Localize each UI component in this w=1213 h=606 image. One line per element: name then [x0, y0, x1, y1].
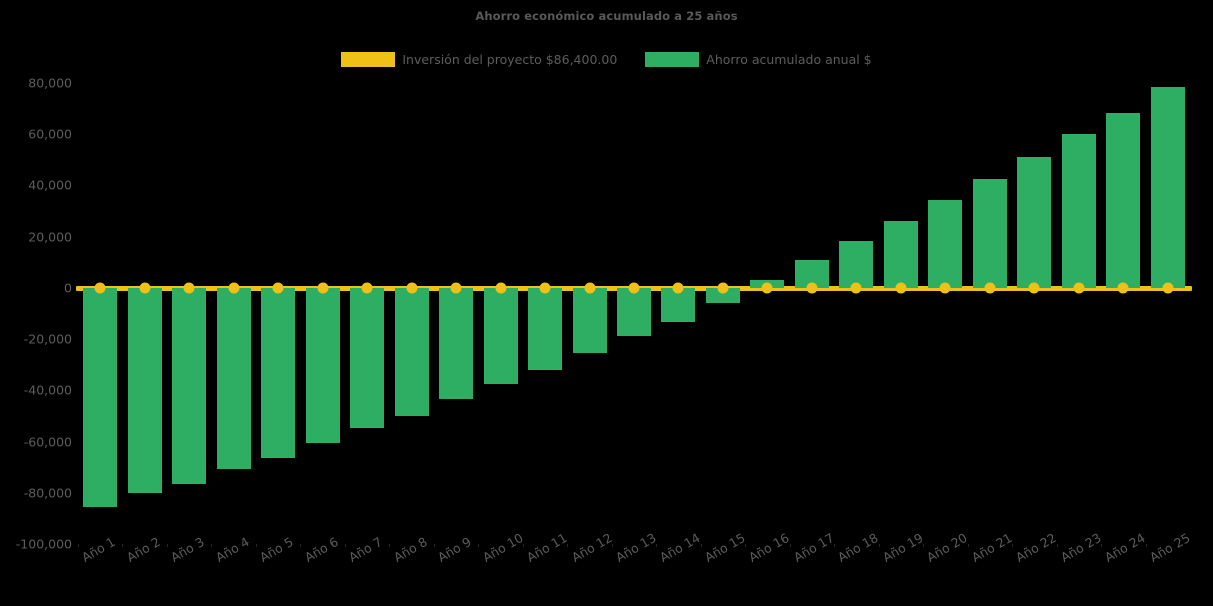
- investment-marker[interactable]: [1073, 282, 1085, 294]
- bar-savings[interactable]: [572, 287, 607, 354]
- x-axis-minor-tick: [255, 544, 257, 547]
- x-axis-minor-tick: [789, 544, 791, 547]
- bar-savings[interactable]: [928, 199, 963, 288]
- bar-savings[interactable]: [439, 287, 474, 399]
- y-axis-tick-label: 80,000: [28, 75, 72, 91]
- x-axis-minor-tick: [878, 544, 880, 547]
- page-title: Ahorro económico acumulado a 25 años: [475, 9, 738, 23]
- legend-label-savings: Ahorro acumulado anual $: [706, 52, 872, 67]
- y-axis-tick-label: 40,000: [28, 177, 72, 193]
- chart-legend: Inversión del proyecto $86,400.00 Ahorro…: [0, 52, 1213, 67]
- bar-savings[interactable]: [172, 287, 207, 484]
- legend-item-investment[interactable]: Inversión del proyecto $86,400.00: [341, 52, 617, 67]
- investment-marker[interactable]: [228, 282, 240, 294]
- investment-marker[interactable]: [495, 282, 507, 294]
- x-axis-minor-tick: [611, 544, 613, 547]
- x-axis-minor-tick: [834, 544, 836, 547]
- bar-savings[interactable]: [972, 179, 1007, 288]
- y-axis-tick-label: -80,000: [23, 485, 72, 501]
- x-axis-minor-tick: [1101, 544, 1103, 547]
- bar-savings[interactable]: [394, 287, 429, 416]
- investment-marker[interactable]: [984, 282, 996, 294]
- bar-savings[interactable]: [661, 287, 696, 322]
- investment-marker[interactable]: [717, 282, 729, 294]
- y-axis-tick-label: 60,000: [28, 126, 72, 142]
- x-axis-minor-tick: [122, 544, 124, 547]
- bar-savings[interactable]: [1150, 87, 1185, 288]
- x-axis-minor-tick: [656, 544, 658, 547]
- y-axis-tick-label: -100,000: [15, 536, 72, 552]
- bar-savings[interactable]: [305, 287, 340, 443]
- x-axis-minor-tick: [522, 544, 524, 547]
- x-axis-minor-tick: [1145, 544, 1147, 547]
- y-axis: 80,000 60,000 40,000 20,000 0 -20,000 -40,000 -…: [0, 76, 72, 552]
- investment-marker[interactable]: [850, 282, 862, 294]
- investment-marker[interactable]: [584, 282, 596, 294]
- y-axis-tick-label: -40,000: [23, 382, 72, 398]
- bar-savings[interactable]: [483, 287, 518, 385]
- investment-marker[interactable]: [628, 282, 640, 294]
- x-axis-minor-tick: [923, 544, 925, 547]
- investment-marker[interactable]: [761, 282, 773, 294]
- x-axis-minor-tick: [1012, 544, 1014, 547]
- bar-savings[interactable]: [883, 221, 918, 288]
- investment-marker[interactable]: [539, 282, 551, 294]
- bar-savings[interactable]: [839, 240, 874, 288]
- x-axis-minor-tick: [389, 544, 391, 547]
- x-axis-minor-tick: [344, 544, 346, 547]
- investment-marker[interactable]: [183, 282, 195, 294]
- investment-marker[interactable]: [139, 282, 151, 294]
- plot-area: [76, 83, 1192, 544]
- investment-marker[interactable]: [672, 282, 684, 294]
- bar-savings[interactable]: [1106, 112, 1141, 288]
- legend-swatch-savings: [645, 52, 700, 67]
- bar-savings[interactable]: [617, 287, 651, 337]
- investment-marker[interactable]: [895, 282, 907, 294]
- bar-savings[interactable]: [127, 287, 162, 493]
- y-axis-tick-label: 20,000: [28, 229, 72, 245]
- bar-savings[interactable]: [261, 287, 296, 458]
- investment-marker[interactable]: [1028, 282, 1040, 294]
- x-axis-minor-tick: [478, 544, 480, 547]
- bar-savings[interactable]: [83, 287, 118, 508]
- investment-marker[interactable]: [94, 282, 106, 294]
- investment-marker[interactable]: [361, 282, 373, 294]
- bar-savings[interactable]: [216, 287, 251, 470]
- x-axis-minor-tick: [567, 544, 569, 547]
- investment-marker[interactable]: [450, 282, 462, 294]
- investment-marker[interactable]: [1117, 282, 1129, 294]
- x-axis-minor-tick: [300, 544, 302, 547]
- investment-marker[interactable]: [806, 282, 818, 294]
- x-axis-minor-tick: [211, 544, 213, 547]
- bar-savings[interactable]: [1061, 134, 1096, 288]
- bar-savings[interactable]: [350, 287, 385, 429]
- x-axis-minor-tick: [433, 544, 435, 547]
- bar-savings[interactable]: [1017, 156, 1052, 288]
- legend-label-investment: Inversión del proyecto $86,400.00: [402, 52, 618, 67]
- investment-marker[interactable]: [317, 282, 329, 294]
- x-axis-minor-tick: [700, 544, 702, 547]
- bar-savings[interactable]: [705, 287, 740, 304]
- investment-marker[interactable]: [939, 282, 951, 294]
- investment-marker[interactable]: [272, 282, 284, 294]
- legend-swatch-investment: [341, 52, 396, 67]
- x-axis-minor-tick: [1056, 544, 1058, 547]
- y-axis-tick-label: 0: [64, 280, 72, 296]
- x-axis-minor-tick: [166, 544, 168, 547]
- x-axis: Año 1 Año 2 Año 3 Año 4 Año 5 Año 6 Año 7 Año 8…: [78, 530, 1192, 606]
- y-axis-tick-label: -60,000: [23, 434, 72, 450]
- investment-marker[interactable]: [1162, 282, 1174, 294]
- x-axis-minor-tick: [78, 544, 79, 547]
- y-axis-tick-label: -20,000: [23, 331, 72, 347]
- bar-savings[interactable]: [528, 287, 563, 370]
- x-axis-minor-tick: [967, 544, 969, 547]
- investment-marker[interactable]: [406, 282, 418, 294]
- legend-item-savings[interactable]: Ahorro acumulado anual $: [645, 52, 872, 67]
- x-axis-minor-tick: [745, 544, 747, 547]
